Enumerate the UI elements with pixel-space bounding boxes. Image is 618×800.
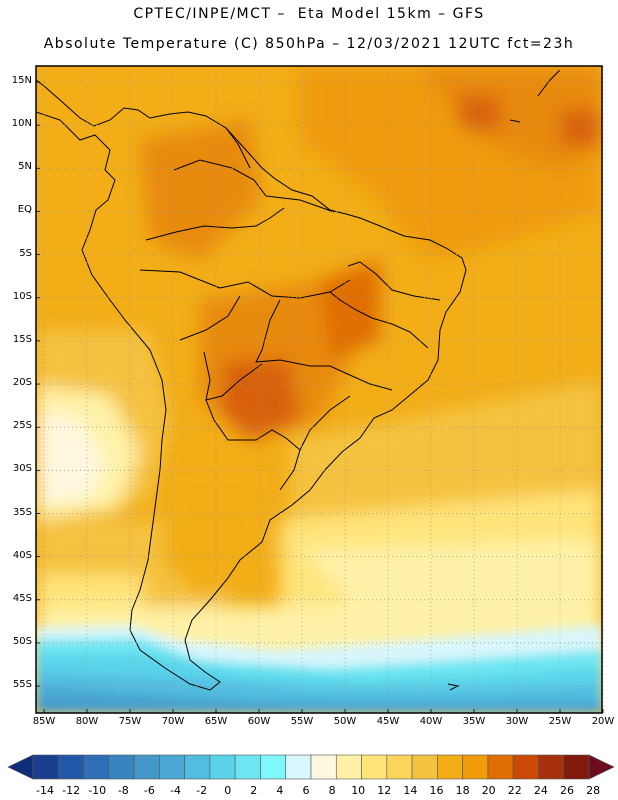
- lat-label: 15N: [11, 75, 32, 86]
- colorbar-tick-label: -2: [196, 784, 208, 797]
- lon-label: 85W: [32, 716, 56, 727]
- colorbar-swatch: [32, 754, 59, 780]
- lat-label: 5N: [18, 161, 32, 173]
- lon-label: 20W: [591, 716, 615, 727]
- colorbar-swatch: [512, 754, 539, 780]
- colorbar-tick-label: -6: [143, 784, 155, 797]
- lon-label: 25W: [548, 716, 572, 727]
- colorbar-tick-label: 6: [302, 784, 310, 797]
- lat-label: 15S: [12, 333, 32, 345]
- lon-label: 60W: [247, 716, 271, 727]
- colorbar-tick-label: -10: [88, 784, 107, 797]
- colorbar-swatch: [538, 754, 565, 780]
- lat-label: 20S: [12, 377, 32, 389]
- lon-label: 75W: [118, 716, 142, 727]
- colorbar-swatch: [563, 754, 590, 780]
- colorbar-under-triangle: [7, 754, 34, 780]
- temperature-field: [36, 66, 602, 713]
- colorbar-swatch: [159, 754, 185, 780]
- colorbar-swatch: [335, 754, 362, 780]
- colorbar-swatch: [260, 754, 287, 780]
- colorbar-tick-label: 22: [507, 784, 522, 797]
- lon-label: 70W: [161, 716, 185, 727]
- colorbar-tick-label: 20: [481, 784, 496, 797]
- colorbar-tick-label: 26: [560, 784, 574, 797]
- colorbar-swatch: [234, 754, 261, 780]
- lon-label: 50W: [333, 716, 357, 727]
- colorbar-swatch: [310, 754, 337, 780]
- colorbar-swatch: [57, 754, 84, 780]
- colorbar-tick-label: 18: [455, 784, 470, 797]
- colorbar-swatch: [108, 754, 135, 780]
- colorbar-swatch: [184, 754, 211, 780]
- colorbar-tick-label: 16: [429, 784, 444, 797]
- lat-label: 55S: [12, 679, 32, 691]
- colorbar-swatch: [487, 754, 514, 780]
- colorbar-swatch: [133, 754, 160, 780]
- lat-label: 10N: [11, 118, 32, 130]
- lon-label: 40W: [419, 716, 443, 727]
- colorbar-tick-label: -8: [117, 784, 129, 797]
- colorbar-tick-label: 12: [377, 784, 392, 797]
- colorbar-tick-label: 4: [276, 784, 284, 797]
- colorbar-tick-label: -14: [36, 784, 54, 797]
- colorbar-tick-label: 14: [403, 784, 418, 797]
- lat-label: 35S: [12, 506, 32, 518]
- colorbar-tick-label: -4: [170, 784, 181, 797]
- lat-label: 5S: [19, 247, 32, 259]
- map-title-field: Absolute Temperature (C) 850hPa – 12/03/…: [43, 36, 575, 52]
- lat-label: 10S: [12, 290, 32, 302]
- map-title-source: CPTEC/INPE/MCT – Eta Model 15km – GFS: [133, 6, 485, 22]
- colorbar-tick-label: -12: [62, 784, 81, 797]
- lat-label: 45S: [12, 592, 32, 604]
- coastlines: [36, 69, 561, 691]
- colorbar-tick-label: 0: [224, 784, 232, 797]
- colorbar-over-triangle: [588, 754, 615, 780]
- lon-label: 30W: [505, 716, 529, 727]
- colorbar-swatch: [285, 754, 312, 780]
- colorbar-swatch: [462, 754, 489, 780]
- colorbar-tick-label: 2: [250, 784, 258, 797]
- colorbar-tick-label: 10: [351, 784, 366, 797]
- lon-label: 35W: [462, 716, 486, 727]
- graticule: [36, 66, 604, 713]
- colorbar-swatch: [386, 754, 413, 780]
- colorbar-swatch: [83, 754, 110, 780]
- colorbar-tick-label: 8: [328, 784, 336, 797]
- lon-label: 55W: [290, 716, 314, 727]
- colorbar-swatch: [361, 754, 388, 780]
- colorbar: [7, 754, 615, 780]
- colorbar-tick-label: 28: [586, 784, 601, 797]
- lon-label: 45W: [376, 716, 400, 727]
- lon-label: 65W: [204, 716, 228, 727]
- lon-label: 80W: [75, 716, 99, 727]
- lat-label: 30S: [12, 463, 32, 475]
- lat-label: EQ: [17, 204, 32, 216]
- colorbar-swatch: [411, 754, 438, 780]
- colorbar-tick-label: 24: [533, 784, 548, 797]
- map-frame: [35, 65, 603, 714]
- colorbar-swatch: [209, 754, 236, 780]
- colorbar-swatch: [437, 754, 463, 780]
- lat-label: 50S: [12, 635, 32, 647]
- lat-label: 25S: [12, 420, 32, 432]
- lat-label: 40S: [12, 549, 32, 561]
